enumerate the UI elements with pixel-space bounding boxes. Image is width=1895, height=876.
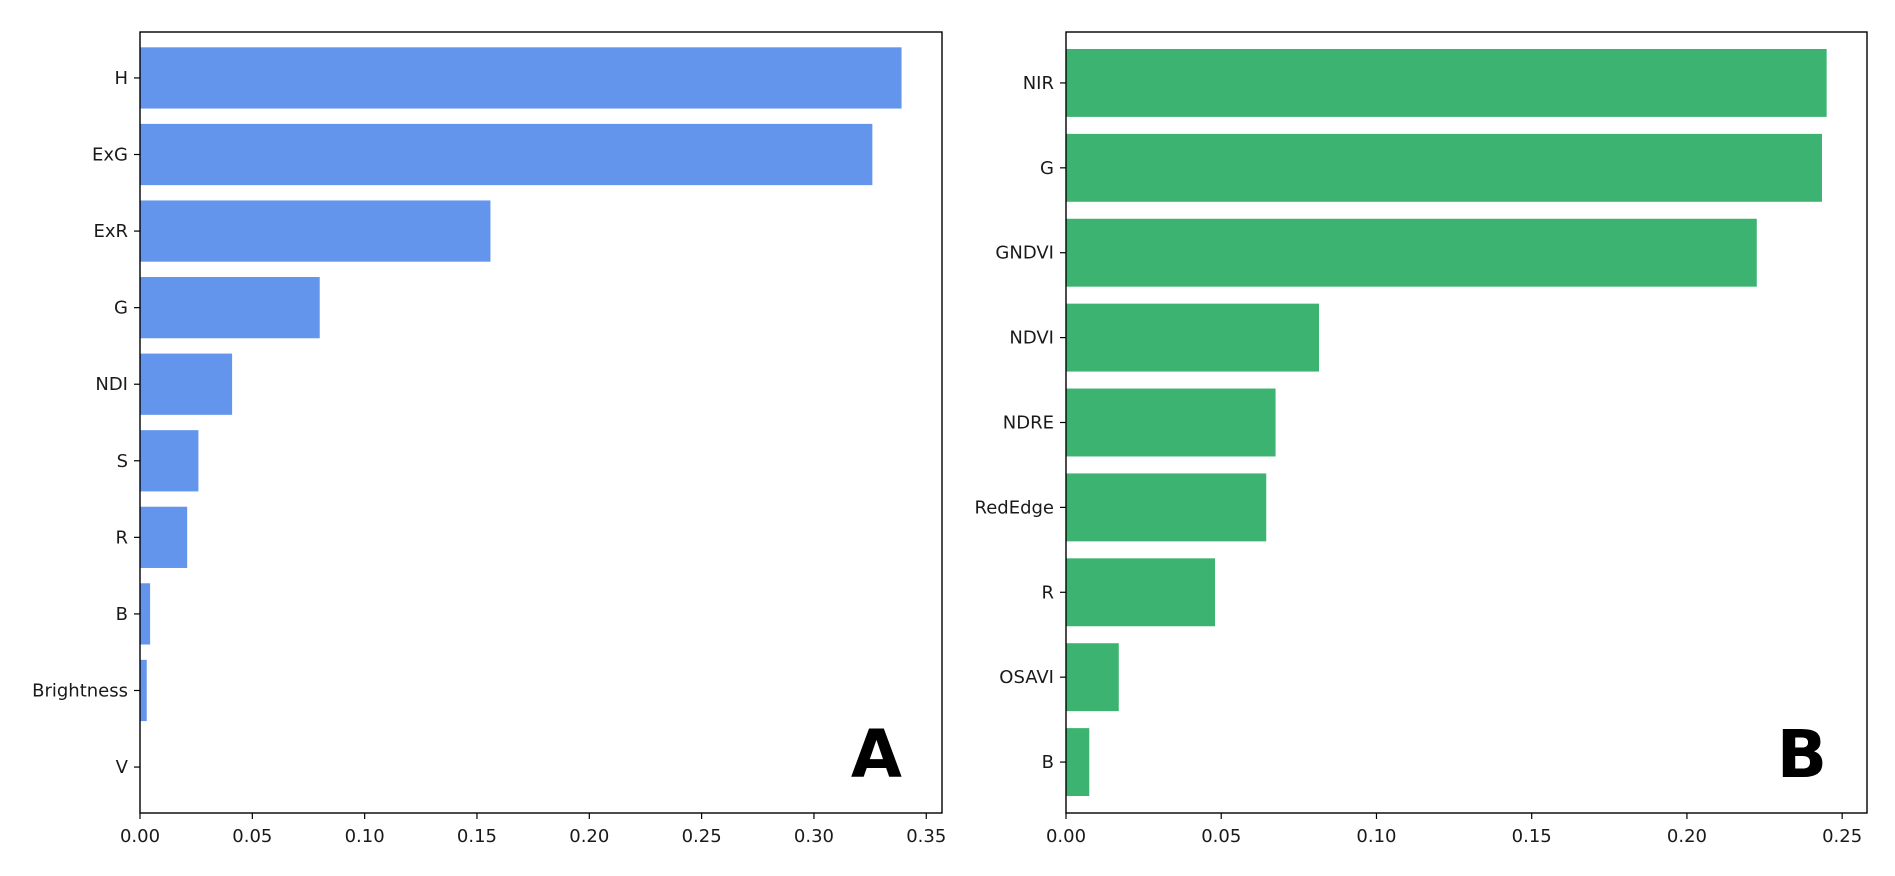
panel-a-xtick-label: 0.15 [457,826,497,847]
panel-b-xtick-label: 0.25 [1822,826,1862,847]
panel-a-ytick-label-exg: ExG [92,145,128,166]
panel-b-axes-frame [1065,31,1868,814]
panel-a-xtick-label: 0.00 [120,826,160,847]
panel-a-ytick-label-v: V [116,757,129,778]
panel-a-ytick-label-exr: ExR [93,221,128,242]
panel-b-ytick-label-nir: NIR [1023,73,1054,94]
panel-b-xtick-label: 0.15 [1512,826,1552,847]
panel-a-feature-importance-chart: H ExG ExR G NDI S R B Brightness V 0.00 0.05 0.10 0.1… [32,31,946,847]
panel-b-bar-gndvi [1066,218,1757,287]
panel-b-ytick-label-ndre: NDRE [1003,413,1054,434]
panel-a-bar-exg [140,123,873,186]
panel-a-bar-r [140,506,188,568]
panel-b-bar-rededge [1066,473,1267,542]
panel-b-bar-g [1066,133,1822,202]
panel-b-xtick-label: 0.10 [1356,826,1396,847]
panel-a-bar-brightness [140,659,147,722]
panel-b-bar-nir [1066,48,1827,117]
panel-b-feature-importance-chart: NIR G GNDVI NDVI NDRE RedEdge R OSAVI B 0.00 0.05 0… [975,31,1868,847]
panel-a-bar-h [140,47,902,109]
panel-b-ytick-label-b: B [1042,752,1054,773]
panel-a-ytick-label-s: S [117,451,128,472]
panel-a-xtick-label: 0.20 [569,826,609,847]
panel-b-ytick-label-r: R [1041,582,1054,603]
panel-a-xtick-label: 0.35 [906,826,946,847]
panel-b-ytick-label-gndvi: GNDVI [995,243,1054,264]
panel-b-ytick-label-rededge: RedEdge [975,497,1055,518]
panel-b-ytick-label-g: G [1040,158,1054,179]
panel-b-bar-ndvi [1066,303,1320,372]
panel-a-ytick-label-g: G [114,298,128,319]
panel-a-letter: A [851,716,902,793]
panel-a-axes-frame [139,31,943,814]
panel-b-bar-ndre [1066,388,1276,457]
panel-b-bar-r [1066,558,1216,627]
panel-a-ytick-label-ndi: NDI [95,374,128,395]
panel-b-ytick-label-osavi: OSAVI [999,667,1054,688]
panel-a-ytick-label-r: R [115,527,128,548]
panel-a-xtick-label: 0.10 [345,826,385,847]
panel-a-bar-exr [140,200,491,262]
panel-b-letter: B [1777,716,1827,793]
panel-a-bar-b [140,583,151,645]
panel-b-xtick-label: 0.00 [1046,826,1086,847]
panel-a-ytick-label-brightness: Brightness [32,680,128,701]
panel-b-xtick-label: 0.05 [1201,826,1241,847]
panel-a-xtick-label: 0.25 [682,826,722,847]
panel-b-ytick-label-ndvi: NDVI [1009,328,1054,349]
panel-b-xtick-label: 0.20 [1667,826,1707,847]
panel-a-bar-s [140,430,199,492]
panel-a-xtick-label: 0.05 [232,826,272,847]
panel-a-bar-g [140,277,320,339]
panel-a-bar-ndi [140,353,233,415]
panel-a-ytick-label-b: B [116,604,128,625]
panel-a-ytick-label-h: H [114,68,128,89]
panel-b-bar-b [1066,728,1090,797]
panel-a-xtick-label: 0.30 [794,826,834,847]
panel-b-bar-osavi [1066,643,1119,712]
